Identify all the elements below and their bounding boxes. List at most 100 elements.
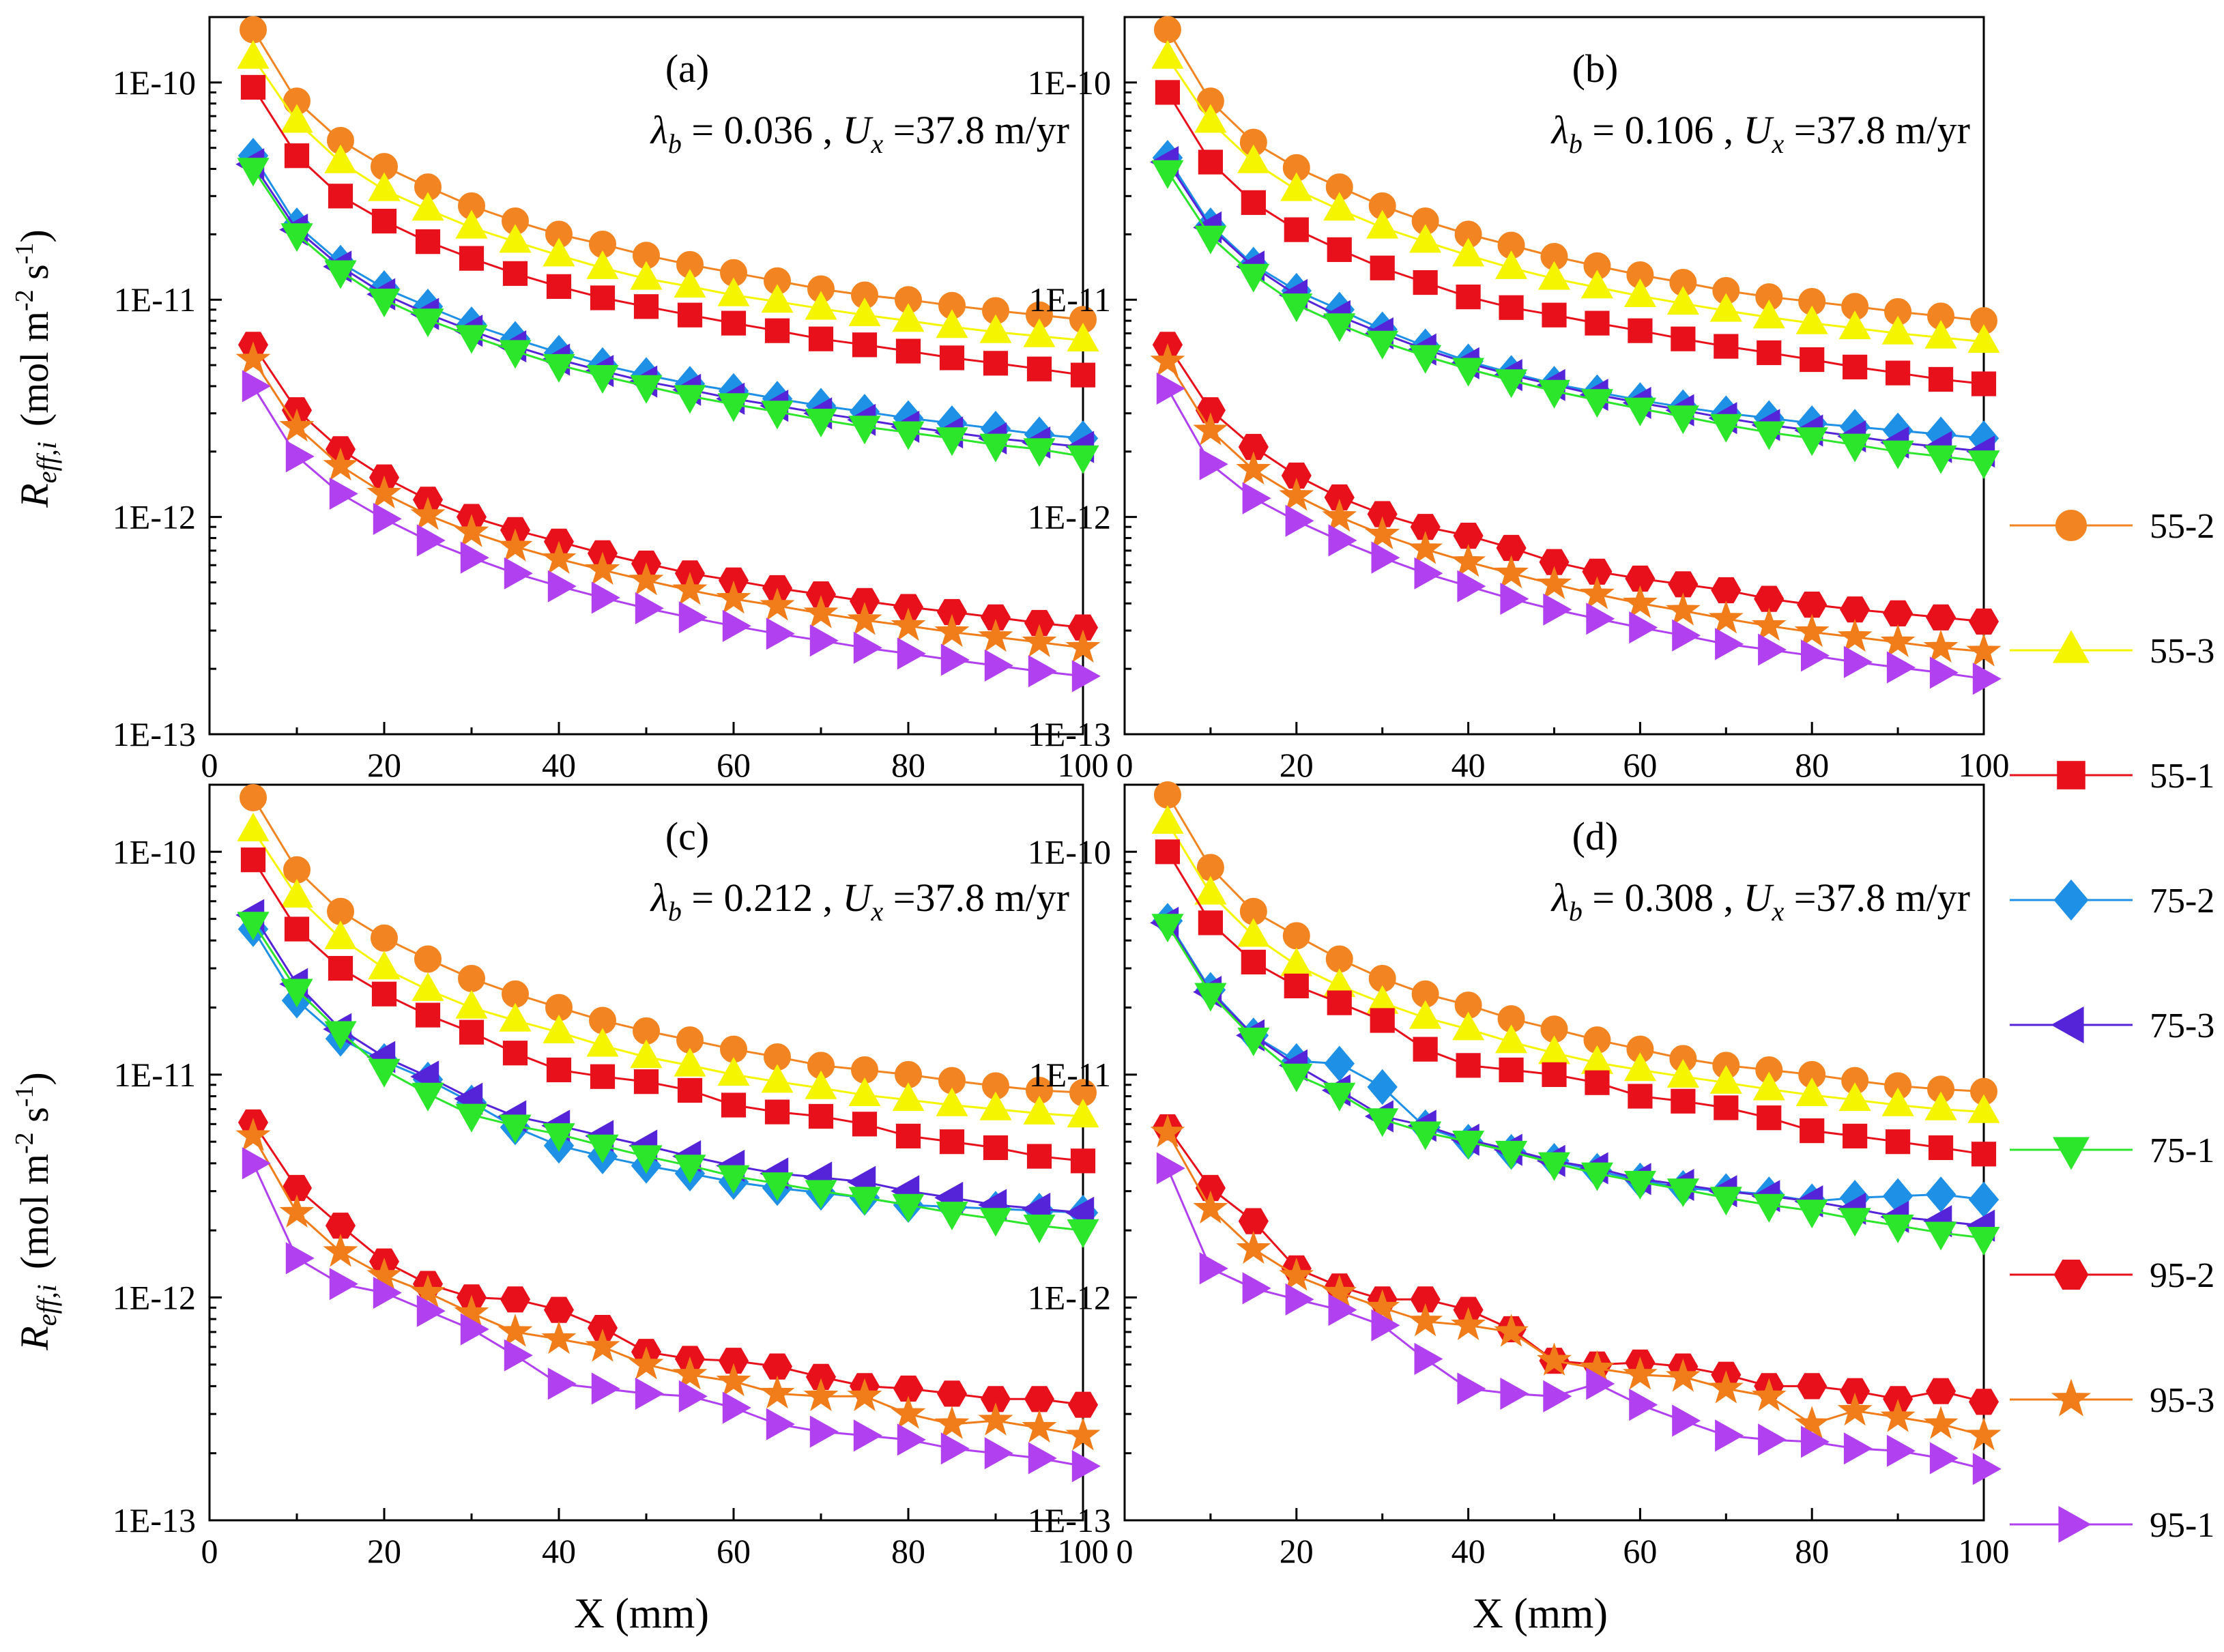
data-point (284, 916, 310, 942)
data-point (1065, 1417, 1101, 1451)
y-axis-ticks: 1E-13 1E-12 1E-11 1E-10 (113, 16, 222, 753)
data-point (1665, 1359, 1701, 1392)
data-point (328, 184, 353, 209)
data-point (240, 16, 267, 44)
data-point (1452, 358, 1485, 387)
data-point (1881, 1087, 1914, 1116)
series-55-2 (240, 783, 1097, 1107)
data-point (1156, 1152, 1185, 1185)
y-tick-label: 1E-11 (1029, 1056, 1111, 1094)
data-point (848, 1187, 881, 1216)
data-point (1666, 1178, 1699, 1208)
data-point (1281, 462, 1312, 489)
data-point (978, 618, 1013, 652)
data-point (762, 1353, 793, 1380)
data-point (718, 567, 749, 594)
y-tick-label: 1E-13 (113, 1501, 196, 1539)
data-point (1323, 192, 1356, 221)
data-point (1198, 149, 1224, 175)
data-point (1622, 585, 1658, 618)
data-point (1151, 805, 1184, 834)
data-point (585, 551, 620, 585)
x-tick-label: 60 (1623, 746, 1657, 784)
data-point (1242, 482, 1271, 515)
data-point (1886, 360, 1911, 386)
data-point (1672, 619, 1701, 652)
data-point (411, 192, 444, 221)
series-95-2 (237, 1109, 1099, 1418)
data-point (1709, 1064, 1742, 1094)
data-point (1409, 345, 1442, 374)
data-point (1926, 1378, 1956, 1404)
data-point (1151, 40, 1184, 69)
data-point (674, 269, 706, 298)
legend-label: 75-1 (2150, 1131, 2214, 1170)
legend-item-75-3: 75-3 (2010, 1006, 2214, 1045)
data-point (1928, 1135, 1954, 1161)
data-point (1840, 1378, 1871, 1404)
data-point (1536, 566, 1572, 599)
y-tick-label: 1E-10 (113, 63, 196, 102)
y-axis-ticks: 1E-13 1E-12 1E-11 1E-10 (113, 783, 222, 1539)
x-tick-label: 80 (891, 746, 925, 784)
data-point (324, 920, 357, 949)
data-point (279, 1194, 315, 1228)
data-point (1327, 237, 1352, 262)
data-point (1758, 633, 1787, 666)
data-point (368, 951, 401, 980)
data-point (1580, 1162, 1614, 1191)
x-tick-label: 40 (542, 1532, 576, 1570)
y-tick-label: 1E-11 (1029, 280, 1111, 319)
series-75-2 (237, 911, 1099, 1231)
y-tick-label: 1E-13 (1028, 715, 1111, 753)
x-tick-label: 100 (1058, 746, 1109, 784)
data-point (1451, 543, 1486, 577)
data-point (1886, 651, 1916, 684)
data-point (1543, 593, 1572, 626)
series-55-1 (240, 847, 1096, 1174)
data-point (1237, 1028, 1270, 1056)
data-point (237, 912, 270, 941)
y-label-unit-mid: s (12, 1107, 57, 1132)
data-point (1456, 1053, 1481, 1078)
data-point (1323, 1082, 1356, 1112)
data-point (1156, 372, 1185, 405)
data-point (499, 1002, 532, 1032)
data-point (984, 649, 1013, 682)
data-point (416, 524, 446, 557)
data-point (1843, 1123, 1868, 1149)
data-point (1494, 250, 1528, 279)
data-point (1409, 1000, 1442, 1029)
data-point (979, 1091, 1012, 1120)
data-point (1365, 516, 1400, 550)
legend-marker (2055, 510, 2087, 541)
data-point (285, 440, 315, 473)
data-point (546, 274, 572, 300)
x-tick-label: 80 (1795, 746, 1829, 784)
data-point (497, 1314, 533, 1347)
data-point (1714, 1095, 1739, 1120)
data-point (1322, 498, 1357, 532)
data-point (1236, 451, 1271, 485)
legend-label: 95-1 (2150, 1506, 2214, 1545)
data-point (373, 1276, 402, 1309)
y-tick-label: 1E-11 (114, 280, 196, 319)
data-point (672, 572, 708, 605)
data-point (1758, 1423, 1787, 1456)
data-point (1666, 405, 1699, 435)
y-tick-label: 1E-11 (114, 1056, 196, 1094)
data-point (455, 325, 488, 354)
y-tick-label: 1E-10 (1028, 832, 1111, 871)
data-point (892, 303, 925, 332)
data-point (672, 1356, 708, 1390)
data-point (1371, 1309, 1400, 1342)
data-point (892, 1193, 925, 1223)
x-tick-label: 100 (1959, 746, 2010, 784)
series-55-3 (237, 812, 1099, 1128)
data-point (411, 308, 444, 338)
data-point (674, 1047, 706, 1077)
data-point (895, 338, 921, 364)
data-point (674, 1155, 706, 1184)
data-point (416, 1294, 446, 1327)
